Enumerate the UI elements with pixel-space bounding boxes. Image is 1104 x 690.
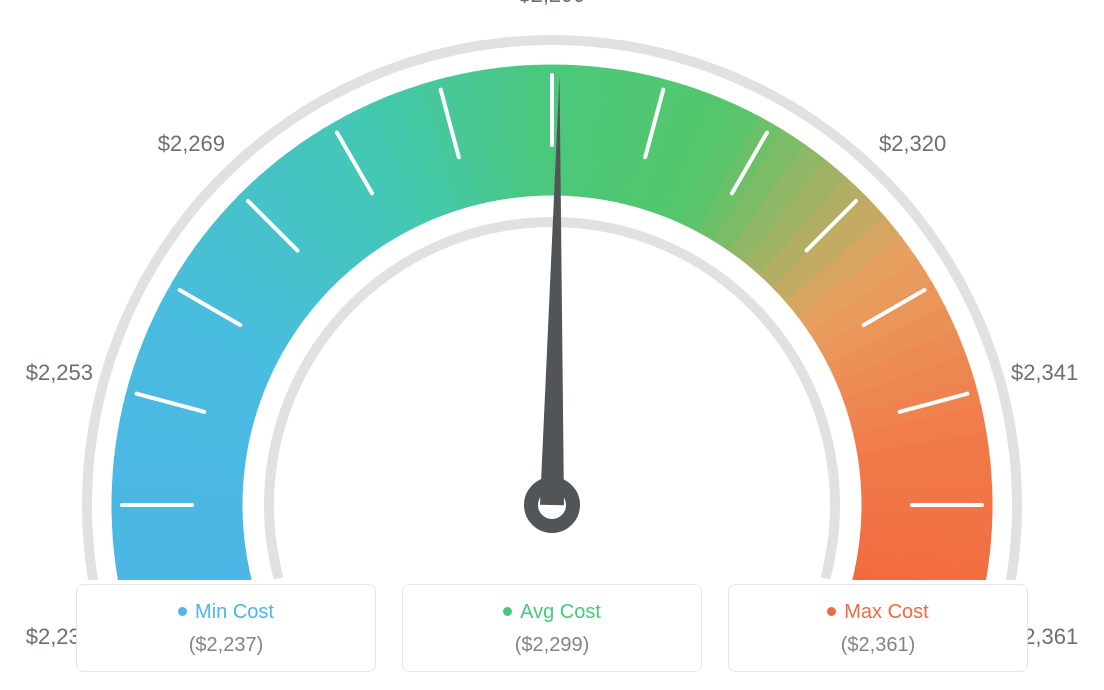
legend-card-min: Min Cost ($2,237) [76,584,376,672]
legend-row: Min Cost ($2,237) Avg Cost ($2,299) Max … [0,584,1104,672]
dot-icon [827,607,836,616]
legend-title-min: Min Cost [87,601,365,624]
gauge-tick-label: $2,320 [879,131,946,157]
dot-icon [178,607,187,616]
gauge-chart: $2,237$2,253$2,269$2,299$2,320$2,341$2,3… [0,10,1104,580]
legend-title-max: Max Cost [739,601,1017,624]
legend-max-label: Max Cost [844,601,928,623]
cost-gauge-container: $2,237$2,253$2,269$2,299$2,320$2,341$2,3… [0,0,1104,690]
legend-card-max: Max Cost ($2,361) [728,584,1028,672]
dot-icon [503,607,512,616]
gauge-tick-label: $2,269 [158,131,225,157]
legend-card-avg: Avg Cost ($2,299) [402,584,702,672]
legend-max-value: ($2,361) [739,634,1017,657]
legend-avg-label: Avg Cost [520,601,601,623]
legend-min-value: ($2,237) [87,634,365,657]
legend-avg-value: ($2,299) [413,634,691,657]
gauge-svg [0,10,1104,580]
gauge-tick-label: $2,341 [1011,360,1078,386]
gauge-tick-label: $2,299 [518,0,585,8]
legend-min-label: Min Cost [195,601,274,623]
gauge-tick-label: $2,253 [26,360,93,386]
legend-title-avg: Avg Cost [413,601,691,624]
